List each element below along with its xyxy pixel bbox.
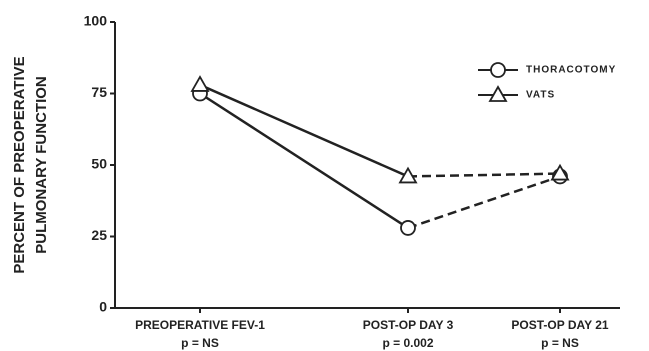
x-tick-note: p = NS bbox=[541, 336, 579, 350]
y-tick-label: 0 bbox=[99, 299, 107, 315]
x-tick-note: p = 0.002 bbox=[382, 336, 433, 350]
x-tick-label: PREOPERATIVE FEV-1 bbox=[135, 318, 265, 332]
series-line bbox=[408, 174, 560, 177]
y-tick-label: 25 bbox=[91, 227, 107, 243]
legend-marker bbox=[491, 63, 505, 77]
x-tick-note: p = NS bbox=[181, 336, 219, 350]
x-tick-label: POST-OP DAY 21 bbox=[511, 318, 608, 332]
y-tick-label: 50 bbox=[91, 156, 107, 172]
data-point bbox=[192, 77, 208, 91]
y-tick-label: 100 bbox=[84, 13, 108, 29]
chart: PERCENT OF PREOPERATIVE PULMONARY FUNCTI… bbox=[0, 0, 649, 351]
series-line bbox=[200, 85, 408, 177]
legend-label: VATS bbox=[526, 90, 555, 101]
data-point bbox=[401, 221, 415, 235]
series-line bbox=[200, 94, 408, 228]
series-line bbox=[408, 176, 560, 227]
y-tick-label: 75 bbox=[91, 84, 107, 100]
y-axis-label: PULMONARY FUNCTION bbox=[33, 76, 50, 254]
legend-label: THORACOTOMY bbox=[526, 65, 616, 76]
x-tick-label: POST-OP DAY 3 bbox=[363, 318, 454, 332]
y-axis-label: PERCENT OF PREOPERATIVE bbox=[11, 56, 28, 273]
